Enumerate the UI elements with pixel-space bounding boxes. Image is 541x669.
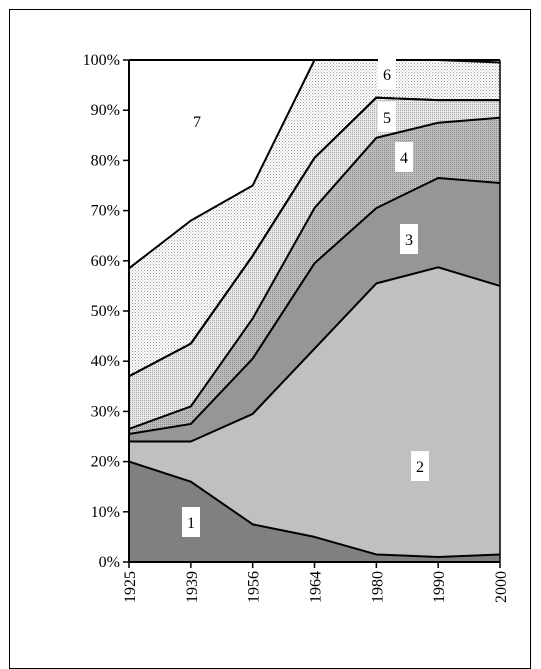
series-label-7: 7 <box>193 114 201 131</box>
series-label-box <box>411 451 429 481</box>
line-series-3 <box>128 176 501 435</box>
y-tick-label: 20% <box>91 454 120 471</box>
series-label-text: 7 <box>193 114 201 131</box>
y-tick-label: 10% <box>91 504 120 521</box>
line-series-4 <box>128 116 501 430</box>
y-tick-label: 0% <box>99 554 120 571</box>
line-series-6 <box>128 96 500 378</box>
series-label-1: 1 <box>182 507 200 537</box>
series-label-5: 5 <box>378 102 396 132</box>
series-label-box <box>395 142 413 172</box>
series-label-6: 6 <box>378 59 396 89</box>
line-series-1 <box>128 460 501 558</box>
y-tick-label: 40% <box>91 353 120 370</box>
series-label-box <box>378 59 396 89</box>
y-tick-label: 70% <box>91 203 120 220</box>
x-tick-label: 1964 <box>308 571 325 603</box>
x-tick-label: 1956 <box>246 571 263 603</box>
y-tick-label: 30% <box>91 403 120 420</box>
series-label-text: 4 <box>400 150 408 167</box>
y-tick-label: 50% <box>91 303 120 320</box>
series-label-box <box>182 507 200 537</box>
series-label-text: 2 <box>416 459 424 476</box>
y-tick-label: 100% <box>83 52 120 69</box>
area-series-2 <box>129 267 500 557</box>
x-tick-label: 2000 <box>493 571 510 603</box>
area-series-1 <box>129 461 500 562</box>
series-label-4: 4 <box>395 142 413 172</box>
series-label-text: 5 <box>383 110 391 127</box>
series-label-box <box>378 102 396 132</box>
series-label-box <box>400 224 418 254</box>
series-label-text: 3 <box>405 232 413 249</box>
stacked-area-chart: 0% 10% 20% 30% 40% 50% 60% 70% 80% 90% 100% 1925 193… <box>83 52 510 603</box>
x-tick-label: 1980 <box>369 571 386 603</box>
area-top <box>129 60 500 269</box>
series-label-2: 2 <box>411 451 429 481</box>
series-label-text: 6 <box>383 67 391 84</box>
area-series-7 <box>129 60 500 377</box>
series-label-text: 1 <box>187 515 195 532</box>
series-label-3: 3 <box>400 224 418 254</box>
y-tick-label: 60% <box>91 253 120 270</box>
line-series-2 <box>129 266 501 443</box>
x-tick-label: 1925 <box>122 571 139 603</box>
area-series-4 <box>129 117 500 434</box>
area-series-5 <box>129 97 500 429</box>
y-tick-label: 80% <box>91 152 120 169</box>
x-tick-label: 1939 <box>184 571 201 603</box>
y-tick-label: 90% <box>91 102 120 119</box>
x-tick-label: 1990 <box>431 571 448 603</box>
